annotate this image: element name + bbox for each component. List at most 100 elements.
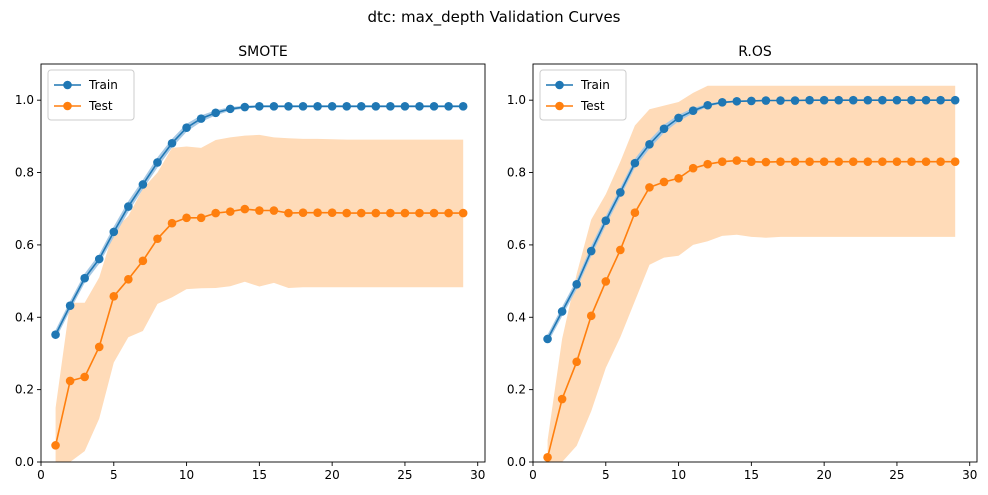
x-tick-label: 20 (817, 468, 832, 482)
y-tick-label: 0.8 (507, 166, 526, 180)
train-point (356, 102, 366, 111)
legend-marker-test (63, 101, 72, 111)
test-point (415, 208, 424, 218)
test-point (284, 208, 293, 218)
y-tick-label: 0.0 (507, 455, 526, 469)
train-point (313, 102, 322, 111)
train-point (444, 102, 453, 111)
train-point (298, 102, 308, 111)
y-tick-label: 0.0 (15, 455, 34, 469)
test-point (109, 291, 119, 301)
y-tick-label: 0.6 (507, 238, 526, 252)
test-point (429, 208, 439, 218)
train-point (921, 95, 931, 105)
test-point (458, 208, 468, 218)
figure-title: dtc: max_depth Validation Curves (368, 8, 621, 27)
train-point (630, 158, 640, 168)
train-point (907, 95, 916, 105)
test-point (863, 157, 873, 166)
test-point (557, 394, 567, 404)
test-point (386, 208, 395, 218)
test-point (255, 206, 264, 215)
train-point (138, 180, 148, 189)
train-point (645, 140, 654, 149)
train-point (557, 307, 567, 316)
test-point (167, 218, 177, 228)
test-point (586, 311, 596, 321)
y-tick-label: 0.2 (15, 383, 34, 397)
test-point (51, 441, 60, 450)
train-point (196, 114, 206, 123)
test-point (674, 174, 683, 183)
legend-label-test: Test (88, 99, 113, 113)
test-point (313, 208, 322, 218)
train-point (848, 95, 858, 105)
legend-marker-train (555, 80, 564, 90)
train-point (153, 158, 162, 167)
train-point (371, 102, 381, 111)
legend-marker-train (63, 80, 72, 90)
test-point (327, 208, 337, 218)
train-point (936, 95, 945, 105)
test-point (921, 157, 931, 166)
train-point (80, 273, 89, 283)
test-point (572, 357, 581, 367)
test-point (371, 208, 381, 218)
train-point (51, 330, 60, 339)
test-point (182, 213, 191, 223)
axes-frame (532, 63, 978, 463)
train-point (834, 95, 844, 105)
train-point (211, 108, 220, 118)
test-point (342, 208, 352, 218)
train-point (616, 188, 625, 197)
subplot-1: 0 5 10 15 20 25 30 0.0 0.2 0.4 0.6 0.8 1.0 SMOTE Train… (15, 44, 486, 482)
plot-area (51, 102, 468, 462)
test-point (616, 245, 625, 255)
test-point (601, 277, 611, 286)
train-point (863, 95, 873, 105)
train-point (732, 96, 742, 106)
train-point (790, 96, 800, 105)
test-point (124, 274, 133, 284)
train-point (819, 95, 829, 105)
x-tick-label: 15 (744, 468, 759, 482)
y-tick-label: 1.0 (15, 93, 34, 107)
test-point (240, 204, 250, 214)
x-tick-label: 15 (252, 468, 267, 482)
test-point (819, 157, 829, 166)
x-tick-label: 0 (37, 468, 45, 482)
test-point (805, 157, 814, 166)
y-tick-label: 0.6 (15, 238, 34, 252)
test-point (732, 156, 742, 165)
test-point (211, 208, 220, 218)
test-point (196, 213, 206, 223)
test-point (543, 452, 552, 462)
y-tick-label: 0.2 (507, 383, 526, 397)
legend-label-train: Train (88, 78, 118, 92)
test-point (747, 157, 756, 166)
train-point (400, 102, 410, 111)
train-point (225, 104, 235, 114)
x-tick-label: 10 (671, 468, 686, 482)
test-point (834, 157, 844, 166)
test-point (907, 157, 916, 166)
train-point (892, 95, 902, 105)
x-tick-label: 25 (889, 468, 904, 482)
test-point (444, 208, 453, 218)
train-point (386, 102, 395, 111)
train-point (255, 102, 264, 111)
test-point (400, 208, 410, 218)
test-point (848, 157, 858, 166)
train-point (601, 216, 611, 225)
train-point (950, 95, 960, 105)
train-point (586, 246, 596, 256)
train-point (674, 113, 683, 123)
test-point (688, 163, 698, 173)
y-tick-label: 0.4 (507, 310, 526, 324)
x-tick-label: 25 (397, 468, 412, 482)
train-point (240, 102, 250, 112)
subplot-2: 0 5 10 15 20 25 30 0.0 0.2 0.4 0.6 0.8 1.0 R.OS Train T… (507, 44, 978, 482)
test-point (878, 157, 887, 166)
legend-label-test: Test (580, 99, 605, 113)
